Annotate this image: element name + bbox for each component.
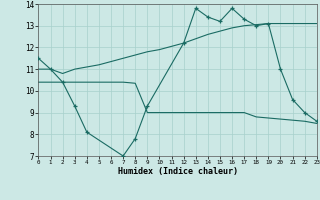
X-axis label: Humidex (Indice chaleur): Humidex (Indice chaleur) <box>118 167 238 176</box>
